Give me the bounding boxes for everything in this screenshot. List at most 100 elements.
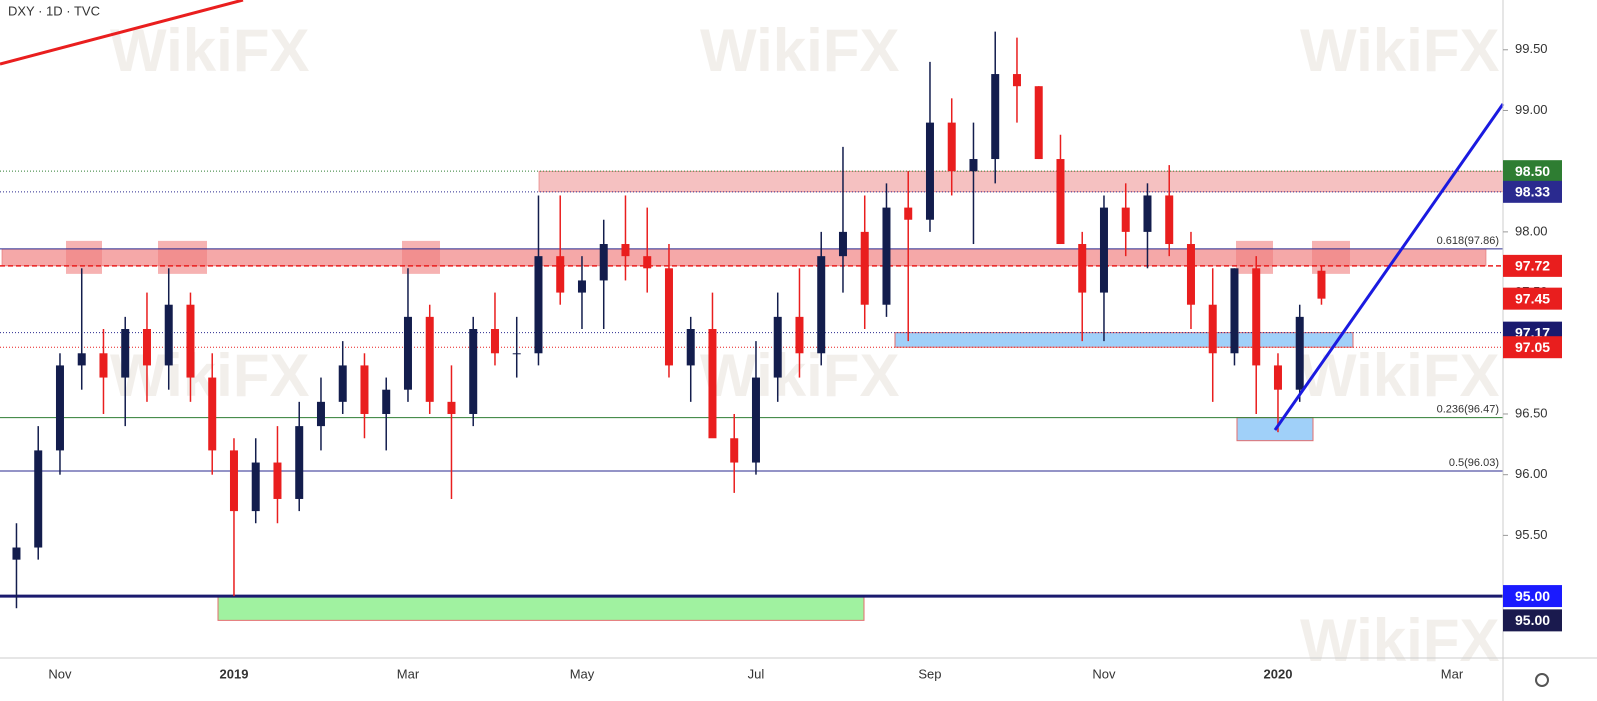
- candle-body: [273, 462, 282, 499]
- x-tick-label: 2020: [1264, 666, 1293, 681]
- candle-body: [251, 462, 260, 512]
- candle-body: [490, 329, 499, 354]
- candle-body: [360, 365, 369, 414]
- settings-icon[interactable]: [1535, 673, 1549, 687]
- candle-body: [969, 159, 978, 172]
- candle-body: [664, 268, 673, 366]
- zone-highlight: [1312, 240, 1350, 274]
- candle-body: [1208, 304, 1217, 354]
- candle-body: [1012, 74, 1021, 87]
- price-badge: [1503, 609, 1562, 632]
- candle-body: [1165, 195, 1174, 245]
- candle-body: [882, 207, 891, 305]
- price-badge: [1503, 287, 1562, 310]
- candle-body: [1121, 207, 1130, 232]
- candle-body: [621, 244, 630, 257]
- candle-body: [382, 389, 391, 414]
- candle-body: [1186, 244, 1195, 305]
- price-badge-label: 98.50: [1515, 163, 1550, 179]
- candles: [12, 31, 1326, 609]
- candle-body: [817, 256, 826, 354]
- candle-body: [556, 256, 565, 293]
- candle-body: [55, 365, 64, 451]
- candle-body: [925, 122, 934, 220]
- zones: [1, 170, 1504, 621]
- trendline-red: [0, 0, 244, 66]
- y-tick-label: 96.00: [1515, 466, 1548, 481]
- candle-body: [751, 377, 760, 463]
- candle-body: [1230, 268, 1239, 354]
- y-tick-label: 96.50: [1515, 405, 1548, 420]
- fib-label: 0.618(97.86): [1437, 235, 1499, 247]
- x-tick-label: Mar: [397, 666, 420, 681]
- candle-body: [1034, 86, 1043, 160]
- watermark: WikiFX: [110, 17, 309, 84]
- x-tick-label: May: [570, 666, 595, 681]
- zone: [538, 170, 1504, 193]
- y-tick-label: 99.00: [1515, 102, 1548, 117]
- candle-body: [295, 426, 304, 499]
- x-tick-label: 2019: [220, 666, 249, 681]
- watermark: WikiFX: [1300, 607, 1499, 674]
- candle-body: [1273, 365, 1282, 390]
- candle-body: [142, 329, 151, 366]
- candle-body: [1295, 316, 1304, 390]
- candle-body: [229, 450, 238, 512]
- candle-body: [512, 353, 521, 355]
- candle-body: [1078, 244, 1087, 293]
- candle-body: [1143, 195, 1152, 232]
- price-badge-label: 95.00: [1515, 612, 1550, 628]
- candle-body: [34, 450, 43, 548]
- zone: [217, 595, 865, 621]
- candle-body: [316, 401, 325, 427]
- candle-body: [77, 353, 86, 366]
- candle-body: [599, 244, 608, 281]
- candle-body: [708, 329, 717, 439]
- y-tick-label: 98.00: [1515, 223, 1548, 238]
- fib-label: 0.5(96.03): [1449, 457, 1499, 469]
- candle-body: [1252, 268, 1261, 366]
- candle-body: [1317, 270, 1326, 299]
- candle-body: [947, 122, 956, 172]
- candle-body: [860, 231, 869, 305]
- candle-body: [425, 316, 434, 402]
- candle-body: [403, 316, 412, 390]
- candle-body: [469, 329, 478, 414]
- price-axis: 95.5096.0096.5097.5098.0099.0099.5098.50…: [1503, 41, 1562, 632]
- candle-body: [186, 304, 195, 378]
- price-badge-label: 97.45: [1515, 290, 1550, 306]
- x-tick-label: Nov: [48, 666, 72, 681]
- zone-highlight: [158, 240, 207, 274]
- candle-body: [795, 316, 804, 354]
- x-tick-label: Nov: [1092, 666, 1116, 681]
- candle-body: [686, 329, 695, 366]
- price-badge-label: 97.72: [1515, 258, 1550, 274]
- candle-body: [838, 231, 847, 257]
- candle-body: [447, 401, 456, 414]
- chart-title: DXY · 1D · TVC: [8, 3, 100, 18]
- price-badge: [1503, 336, 1562, 359]
- candle-body: [904, 207, 913, 220]
- price-badge-label: 98.33: [1515, 184, 1550, 200]
- candle-body: [208, 377, 217, 451]
- levels: 0.618(97.86) 0.236(96.47) 0.5(96.03): [0, 170, 1503, 598]
- x-tick-label: Mar: [1441, 666, 1464, 681]
- candle-body: [643, 256, 652, 269]
- candle-body: [991, 74, 1000, 160]
- candle-body: [730, 438, 739, 463]
- watermark: WikiFX: [700, 17, 899, 84]
- price-badge: [1503, 254, 1562, 277]
- candle-body: [577, 280, 586, 293]
- time-axis: Nov 2019 Mar May Jul Sep Nov 2020 Mar: [48, 666, 1463, 681]
- price-badge-label: 95.00: [1515, 588, 1550, 604]
- candle-body: [1056, 159, 1065, 245]
- price-badge-label: 97.05: [1515, 339, 1550, 355]
- fib-label: 0.236(96.47): [1437, 404, 1499, 416]
- watermark: WikiFX: [1300, 342, 1499, 409]
- price-badge: [1503, 160, 1562, 183]
- watermark: WikiFX: [1300, 17, 1499, 84]
- candle-body: [534, 256, 543, 354]
- candle-body: [773, 316, 782, 378]
- x-tick-label: Jul: [748, 666, 765, 681]
